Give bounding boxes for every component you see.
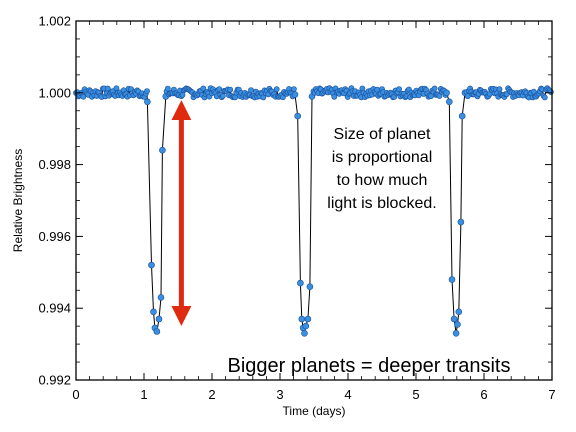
baseline-point [541, 94, 548, 101]
transit-point [298, 315, 306, 323]
light-curve-line [75, 86, 552, 334]
baseline-point [273, 86, 280, 93]
annotation-line: Size of planet [334, 126, 432, 143]
y-tick-label: 1.002 [38, 14, 71, 29]
y-tick-label: 0.992 [38, 373, 71, 388]
baseline-point [80, 93, 87, 100]
baseline-point [431, 85, 438, 92]
annotation-text: Size of planet is proportional to how mu… [327, 126, 436, 212]
data-points [73, 85, 554, 337]
transit-point [458, 112, 466, 120]
baseline-point [396, 86, 402, 92]
x-tick-label: 5 [412, 387, 419, 402]
baseline-point [290, 86, 297, 92]
transit-point [455, 308, 463, 316]
baseline-point [248, 87, 254, 93]
transit-point [153, 328, 161, 335]
transit-point [155, 315, 163, 323]
baseline-point [232, 94, 238, 101]
transit-point [144, 98, 151, 106]
baseline-point [216, 86, 223, 92]
x-axis: 0 1 2 3 4 5 6 7 [72, 21, 556, 402]
transit-point [457, 218, 465, 226]
plot-frame [75, 20, 553, 381]
x-axis-title: Time (days) [283, 404, 346, 418]
baseline-point [144, 88, 150, 94]
transit-point [297, 279, 304, 287]
transit-point [294, 112, 302, 120]
x-tick-label: 1 [140, 387, 147, 402]
transit-point [450, 315, 458, 323]
headline-text: Bigger planets = deeper transits [228, 355, 511, 377]
transit-point [159, 146, 166, 154]
annotation-line: to how much [337, 172, 428, 189]
baseline-point [227, 86, 234, 93]
annotation-line: light is blocked. [327, 195, 436, 212]
baseline-point [436, 93, 443, 99]
series-line [75, 86, 552, 334]
baseline-point [548, 89, 554, 95]
transit-point [304, 315, 312, 323]
baseline-point [464, 93, 471, 100]
x-tick-label: 7 [548, 387, 555, 402]
x-tick-label: 6 [480, 387, 487, 402]
x-tick-label: 2 [208, 387, 215, 402]
annotation-line: is proportional [332, 149, 433, 166]
x-tick-label: 0 [72, 387, 79, 402]
x-tick-label: 4 [344, 387, 351, 402]
baseline-point [164, 85, 171, 92]
y-tick-label: 0.994 [38, 301, 71, 316]
transit-point [291, 91, 299, 98]
transit-point [452, 329, 460, 337]
x-tick-label: 3 [276, 387, 283, 402]
transit-point [306, 283, 314, 291]
transit-point [148, 261, 155, 269]
baseline-point [219, 93, 226, 99]
y-axis-title: Relative Brightness [11, 149, 25, 252]
transit-point [445, 98, 453, 106]
transit-point [150, 308, 157, 316]
transit-point [454, 321, 461, 328]
transit-point [302, 322, 310, 330]
transit-point [157, 294, 165, 301]
transit-point [448, 276, 456, 283]
transit-point [443, 89, 450, 97]
baseline-point [200, 85, 207, 92]
baseline-point [496, 86, 503, 93]
transit-point [301, 329, 308, 337]
baseline-point [104, 85, 111, 92]
y-axis: 0.992 0.994 0.996 0.998 1.000 1.002 [38, 14, 552, 388]
y-tick-label: 0.998 [38, 157, 71, 172]
baseline-point [331, 93, 338, 100]
baseline-point [113, 85, 120, 92]
y-tick-label: 0.996 [38, 229, 71, 244]
y-tick-label: 1.000 [38, 85, 71, 100]
